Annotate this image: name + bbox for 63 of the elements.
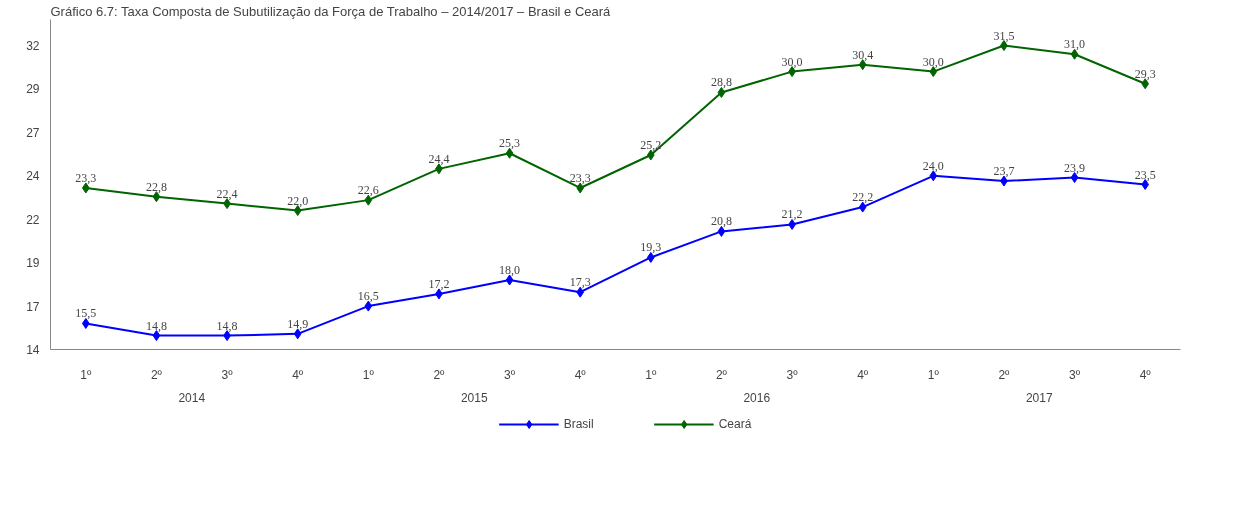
legend-label: Ceará: [718, 417, 752, 431]
x-tick-label: 1º: [645, 367, 657, 382]
data-label: 24,4: [428, 151, 450, 166]
data-label: 17,2: [428, 276, 450, 291]
chart-title: Gráfico 6.7: Taxa Composta de Subutilização da Força de Trabalho – 2014/2017 – Brasil e Ceará: [50, 3, 612, 19]
data-label: 23,5: [1134, 167, 1156, 182]
data-label: 23,9: [1064, 160, 1086, 175]
data-label: 31,5: [993, 28, 1015, 43]
data-label: 31,0: [1064, 37, 1086, 52]
data-label: 17,3: [569, 275, 591, 290]
data-label: 23,3: [569, 170, 591, 185]
x-tick-label: 1º: [927, 367, 940, 382]
y-tick-label: 32: [26, 39, 40, 54]
data-label: 30,0: [922, 54, 944, 69]
data-label: 24,0: [922, 158, 944, 173]
data-label: 30,4: [852, 47, 874, 62]
x-tick-label: 4º: [574, 367, 587, 382]
x-tick-label: 3º: [221, 367, 234, 382]
y-tick-label: 17: [26, 299, 40, 314]
data-label: 20,8: [710, 214, 732, 229]
text: 2014: [178, 390, 206, 405]
data-label: 23,3: [75, 170, 97, 185]
x-tick-label: 2º: [998, 367, 1011, 382]
data-label: 14,8: [216, 318, 238, 333]
data-label: 23,7: [993, 164, 1015, 179]
data-label: 22,4: [216, 186, 238, 201]
data-label: 16,5: [357, 289, 379, 304]
x-tick-label: 2º: [433, 367, 446, 382]
x-tick-label: 1º: [362, 367, 375, 382]
data-label: 25,2: [640, 137, 662, 152]
data-label: 21,2: [781, 207, 803, 222]
data-label: 14,9: [287, 316, 309, 331]
y-tick-label: 14: [26, 343, 40, 357]
data-label: 22,6: [357, 183, 379, 198]
y-tick-label: 19: [26, 256, 40, 271]
data-label: 15,5: [75, 306, 97, 321]
data-label: 19,3: [640, 240, 662, 255]
x-tick-label: 4º: [292, 367, 304, 382]
legend-label: Brasil: [563, 417, 594, 431]
data-label: 29,3: [1134, 66, 1156, 81]
y-tick-label: 27: [26, 125, 40, 140]
text: 2015: [460, 390, 488, 405]
data-label: 25,3: [499, 136, 521, 151]
data-label: 22,0: [287, 193, 309, 208]
x-tick-label: 2º: [150, 367, 163, 382]
x-tick-label: 3º: [1069, 367, 1081, 382]
data-label: 28,8: [710, 75, 732, 90]
data-label: 22,2: [852, 190, 874, 205]
x-tick-label: 4º: [857, 367, 869, 382]
x-tick-label: 3º: [786, 367, 799, 382]
data-label: 18,0: [499, 263, 521, 278]
y-tick-label: 24: [26, 169, 40, 184]
x-tick-label: 1º: [80, 367, 92, 382]
x-tick-label: 4º: [1139, 367, 1152, 382]
data-label: 22,8: [145, 179, 167, 194]
text: 2017: [1025, 390, 1053, 405]
data-label: 30,0: [781, 54, 803, 69]
data-label: 14,8: [145, 318, 167, 333]
y-tick-label: 29: [26, 82, 40, 97]
x-tick-label: 2º: [715, 367, 728, 382]
text: 2016: [743, 390, 771, 405]
x-tick-label: 3º: [504, 367, 516, 382]
y-tick-label: 22: [26, 212, 40, 227]
